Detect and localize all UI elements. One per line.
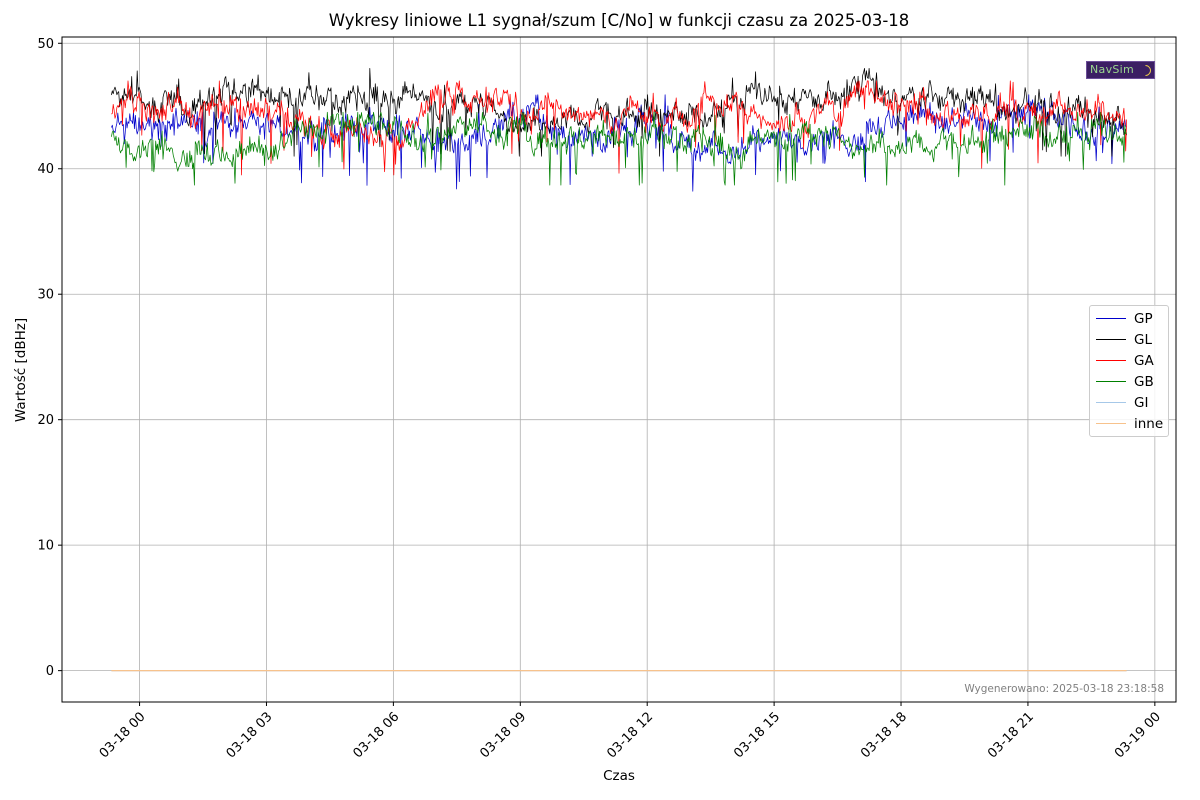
legend-entry-gl: GL — [1090, 329, 1168, 350]
legend-entry-inne: inne — [1090, 413, 1168, 434]
y-tick-label: 0 — [46, 664, 54, 679]
y-tick-label: 40 — [37, 162, 54, 177]
y-tick-label: 10 — [37, 539, 54, 554]
legend-label: inne — [1134, 415, 1164, 432]
x-tick-label: 03-19 00 — [1112, 709, 1164, 761]
y-tick-label: 30 — [37, 288, 54, 303]
series-lines — [111, 68, 1127, 672]
legend-entry-gi: GI — [1090, 392, 1168, 413]
x-tick-label: 03-18 00 — [97, 709, 149, 761]
x-tick-label: 03-18 15 — [731, 709, 783, 761]
x-tick-label: 03-18 09 — [477, 709, 529, 761]
legend-label: GB — [1134, 373, 1154, 390]
x-tick-label: 03-18 03 — [224, 709, 276, 761]
logo-text: NavSim — [1090, 63, 1135, 76]
signal-arc-icon — [1137, 62, 1154, 78]
x-tick-label: 03-18 06 — [350, 709, 402, 761]
series-line-ga — [111, 80, 1127, 176]
y-axis-ticks: 0 10 20 30 40 50 — [37, 37, 62, 679]
legend-label: GL — [1134, 331, 1152, 348]
legend-entry-ga: GA — [1090, 350, 1168, 371]
x-axis-label: Czas — [603, 768, 635, 784]
legend-swatch — [1096, 423, 1126, 424]
legend-entry-gp: GP — [1090, 308, 1168, 329]
x-axis-ticks: 03-18 00 03-18 03 03-18 06 03-18 09 03-18 12… — [97, 702, 1164, 761]
x-tick-label: 03-18 21 — [985, 709, 1037, 761]
y-tick-label: 20 — [37, 413, 54, 428]
legend: GP GL GA GB GI inne — [1089, 305, 1169, 437]
x-tick-label: 03-18 12 — [604, 709, 656, 761]
legend-entry-gb: GB — [1090, 371, 1168, 392]
series-line-gp — [111, 94, 1127, 192]
generated-timestamp: Wygenerowano: 2025-03-18 23:18:58 — [964, 683, 1164, 695]
navsim-logo: NavSim — [1086, 61, 1155, 79]
series-line-gb — [111, 111, 1127, 186]
legend-label: GA — [1134, 352, 1154, 369]
chart-title: Wykresy liniowe L1 sygnał/szum [C/No] w … — [328, 11, 910, 30]
legend-label: GP — [1134, 310, 1153, 327]
legend-swatch — [1096, 318, 1126, 319]
legend-swatch — [1096, 360, 1126, 361]
x-tick-label: 03-18 18 — [858, 709, 910, 761]
legend-swatch — [1096, 339, 1126, 340]
legend-label: GI — [1134, 394, 1149, 411]
y-axis-label: Wartość [dBHz] — [13, 317, 29, 423]
y-tick-label: 50 — [37, 37, 54, 52]
legend-swatch — [1096, 381, 1126, 382]
legend-swatch — [1096, 402, 1126, 403]
axes-frame — [61, 36, 1177, 703]
